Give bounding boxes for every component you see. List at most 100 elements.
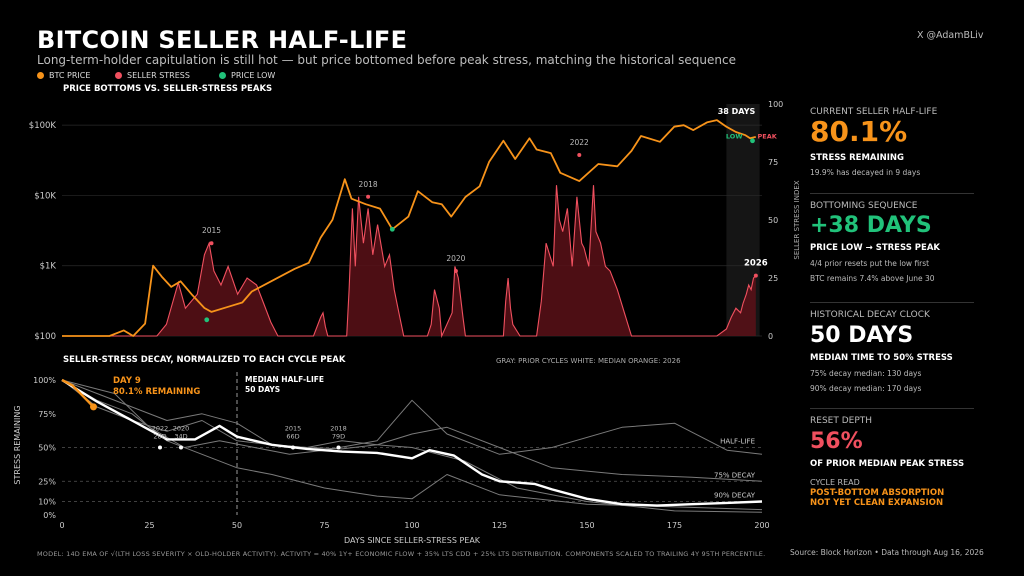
sequence-note-2: BTC remains 7.4% above June 30 xyxy=(810,274,935,283)
stress-dot-icon xyxy=(115,72,122,79)
y-tick-label: 25% xyxy=(38,477,56,486)
y-tick-label: $1K xyxy=(40,262,57,272)
stress-peak-marker xyxy=(753,273,758,278)
legend-item-price: BTC PRICE xyxy=(37,71,90,80)
sidebar-halflife: CURRENT SELLER HALF-LIFE 80.1% STRESS RE… xyxy=(810,107,980,180)
stress-line xyxy=(109,185,757,339)
halflife-marker xyxy=(158,445,162,450)
sidebar-divider xyxy=(810,193,974,194)
page-subtitle: Long-term-holder capitulation is still h… xyxy=(37,53,736,67)
legend-label: PRICE LOW xyxy=(231,71,276,80)
halflife-marker-days: 34D xyxy=(174,433,187,441)
y2-tick-label: 25 xyxy=(768,274,778,283)
legend-item-stress: SELLER STRESS xyxy=(115,71,190,80)
y2-axis-label: SELLER STRESS INDEX xyxy=(793,180,801,259)
x-tick-label: 100 xyxy=(404,521,419,530)
x-tick-label: 175 xyxy=(667,521,682,530)
y2-tick-label: 75 xyxy=(768,158,778,167)
stress-peak-label: 2026 xyxy=(744,259,768,269)
halflife-marker xyxy=(291,445,295,450)
stress-peak-marker xyxy=(577,153,582,158)
y-tick-label: 50% xyxy=(38,444,56,453)
halflife-head: STRESS REMAINING xyxy=(810,153,905,163)
sidebar-divider xyxy=(810,408,974,409)
stress-area xyxy=(109,185,756,336)
x-tick-label: 25 xyxy=(144,521,154,530)
y2-tick-label: 0 xyxy=(768,332,773,341)
reset-kicker: RESET DEPTH xyxy=(810,416,873,426)
legend-item-low: PRICE LOW xyxy=(219,71,275,80)
reference-label: 90% DECAY xyxy=(714,492,756,500)
top-chart-title: PRICE BOTTOMS VS. SELLER-STRESS PEAKS xyxy=(63,84,273,94)
prior-cycle-line xyxy=(61,379,763,511)
price-dot-icon xyxy=(37,72,44,79)
halflife-kicker: CURRENT SELLER HALF-LIFE xyxy=(810,107,938,117)
y-tick-label: $100K xyxy=(29,121,57,131)
low-dot-icon xyxy=(219,72,226,79)
model-footnote: MODEL: 14D EMA OF √(LTH LOSS SEVERITY × … xyxy=(37,550,766,558)
halflife-marker-label: 2022 xyxy=(152,425,169,433)
x-tick-label: 75 xyxy=(319,521,329,530)
sidebar-sequence: BOTTOMING SEQUENCE +38 DAYS PRICE LOW → … xyxy=(810,201,980,286)
y-tick-label: 75% xyxy=(38,410,56,419)
peak-tag: PEAK xyxy=(758,133,778,141)
sidebar-clock: HISTORICAL DECAY CLOCK 50 DAYS MEDIAN TI… xyxy=(810,310,980,396)
median-halflife-label: MEDIAN HALF-LIFE xyxy=(245,375,324,384)
cycle-read-line-2: NOT YET CLEAN EXPANSION xyxy=(810,498,944,508)
median-line xyxy=(61,378,763,507)
stress-peak-marker xyxy=(209,241,214,246)
clock-head: MEDIAN TIME TO 50% STRESS xyxy=(810,353,953,363)
stress-peak-marker xyxy=(366,194,371,199)
halflife-note: 19.9% has decayed in 9 days xyxy=(810,168,921,177)
clock-note-1: 75% decay median: 130 days xyxy=(810,369,922,378)
author-handle[interactable]: X @AdamBLiv xyxy=(917,30,984,41)
reset-head: OF PRIOR MEDIAN PEAK STRESS xyxy=(810,459,965,469)
y2-tick-label: 100 xyxy=(768,100,783,109)
halflife-marker-days: 66D xyxy=(286,433,299,441)
halflife-marker xyxy=(336,445,341,450)
low-tag: LOW xyxy=(726,133,743,141)
cycle-read-kicker: CYCLE READ xyxy=(810,478,860,487)
stress-peak-label: 2022 xyxy=(570,138,589,147)
y2-tick-label: 50 xyxy=(768,216,778,225)
median-halflife-value: 50 DAYS xyxy=(245,385,280,394)
halflife-marker xyxy=(179,445,183,450)
reference-label: 75% DECAY xyxy=(714,471,756,479)
cycle-read-line-1: POST-BOTTOM ABSORPTION xyxy=(810,488,945,498)
legend-label: BTC PRICE xyxy=(49,71,91,80)
sidebar-divider xyxy=(810,302,974,303)
y-tick-label: $10K xyxy=(34,191,56,201)
y-tick-label: 0% xyxy=(43,511,56,520)
bottom-chart-title: SELLER-STRESS DECAY, NORMALIZED TO EACH … xyxy=(63,355,346,365)
x-axis-label: DAYS SINCE SELLER-STRESS PEAK xyxy=(344,536,481,545)
sequence-head: PRICE LOW → STRESS PEAK xyxy=(810,243,940,253)
sequence-kicker: BOTTOMING SEQUENCE xyxy=(810,201,918,211)
x-tick-label: 0 xyxy=(59,521,64,530)
y-axis-label: STRESS REMAINING xyxy=(13,405,22,484)
y-tick-label: $100 xyxy=(34,332,56,342)
current-cycle-line xyxy=(61,378,95,408)
stress-peak-label: 2018 xyxy=(359,180,378,189)
prior-cycle-line xyxy=(61,379,763,455)
prior-cycle-line xyxy=(61,379,763,482)
halflife-value: 80.1% xyxy=(810,115,908,148)
current-day-marker xyxy=(90,403,97,411)
page-title: BITCOIN SELLER HALF-LIFE xyxy=(37,26,408,54)
lead-days-label: 38 DAYS xyxy=(718,107,756,116)
stress-peak-marker xyxy=(453,269,458,274)
x-tick-label: 200 xyxy=(754,521,769,530)
stress-peak-label: 2015 xyxy=(202,226,221,235)
reset-value: 56% xyxy=(810,429,863,454)
clock-note-2: 90% decay median: 170 days xyxy=(810,384,922,393)
price-low-marker xyxy=(204,317,210,323)
stress-peak-label: 2020 xyxy=(446,254,465,263)
sequence-value: +38 DAYS xyxy=(810,213,932,238)
y-tick-label: 10% xyxy=(38,498,56,507)
sidebar-reset: RESET DEPTH 56% OF PRIOR MEDIAN PEAK STR… xyxy=(810,416,980,508)
y-tick-label: 100% xyxy=(33,376,56,385)
legend-label: SELLER STRESS xyxy=(127,71,190,80)
clock-value: 50 DAYS xyxy=(810,323,914,348)
halflife-marker-label: 2018 xyxy=(330,425,347,433)
halflife-marker-days: 79D xyxy=(332,433,345,441)
